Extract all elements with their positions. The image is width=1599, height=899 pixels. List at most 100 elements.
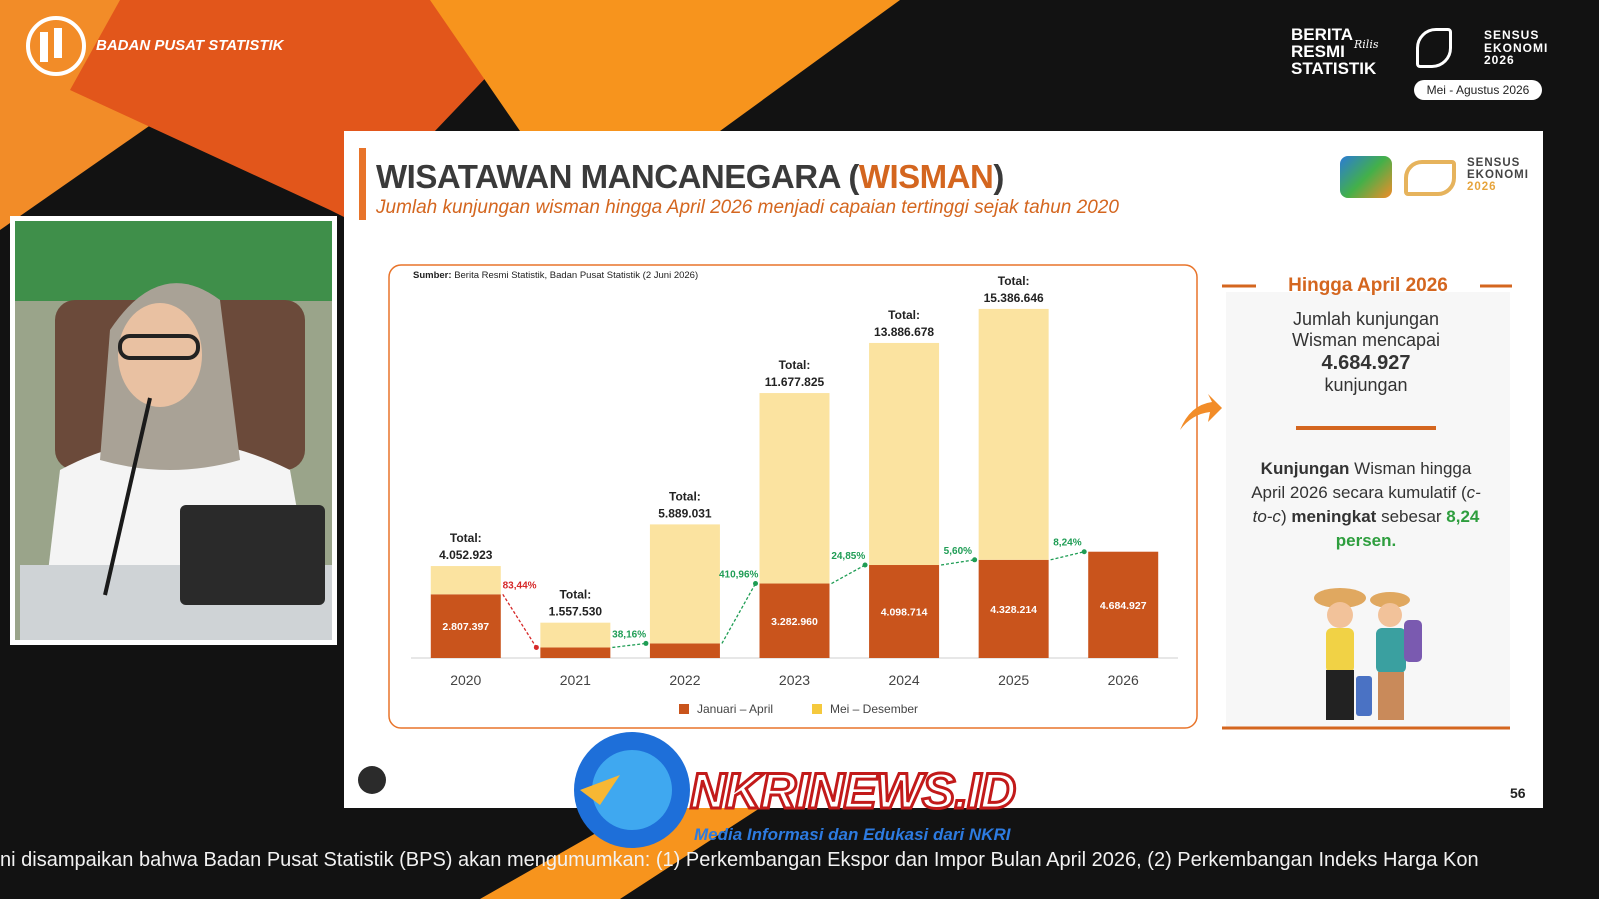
watermark-logo (574, 732, 690, 848)
growth-arrowhead (862, 562, 868, 568)
title-text: WISATAWAN MANCANEGARA ( (376, 158, 859, 195)
legend-label: Januari – April (697, 702, 773, 716)
source-text: Berita Resmi Statistik, Badan Pusat Stat… (454, 270, 699, 281)
growth-arrow (612, 642, 647, 649)
title-text: ) (993, 158, 1004, 195)
panel-summary: Jumlah kunjungan Wisman mencapai 4.684.9… (1226, 309, 1506, 396)
legend-label: Mei – Desember (830, 702, 918, 716)
org-name: BADAN PUSAT STATISTIK (96, 37, 284, 54)
growth-label: 83,44% (503, 580, 537, 591)
total-prefix: Total: (998, 274, 1030, 288)
bar-segment (649, 643, 720, 658)
bar-segment (759, 583, 830, 658)
source-label: Sumber: (413, 270, 452, 281)
panel-line: Jumlah kunjungan (1292, 309, 1440, 329)
value-label: 3.282.960 (771, 616, 818, 628)
growth-arrowhead (753, 581, 758, 587)
brs-word: BERITA (1291, 25, 1354, 44)
panel-run: Wisman hingga April 2026 secara kumulati… (1251, 459, 1472, 502)
legend-swatch (812, 704, 822, 714)
total-prefix: Total: (450, 531, 482, 545)
growth-label: 5,60% (944, 546, 972, 557)
bar-segment (1088, 551, 1159, 658)
watermark-name: NKRINEWS.ID (688, 762, 1017, 821)
travelers-illustration (1314, 588, 1422, 720)
sensus-word: EKONOMI (1484, 40, 1549, 55)
logo-word: 2026 (1467, 181, 1497, 193)
growth-arrow (940, 559, 975, 566)
arrow-icon (1180, 394, 1222, 430)
bar-segment (649, 524, 720, 644)
sensus-logo: SENSUS EKONOMI 2026 (1484, 29, 1548, 67)
camera-inset (10, 216, 337, 645)
edit-button[interactable] (358, 766, 386, 794)
brs-script: Rilis (1354, 38, 1379, 51)
bg-stripe (480, 808, 760, 899)
growth-arrowhead (643, 640, 649, 646)
total-label: 13.886.678 (874, 325, 934, 339)
bar-segment (540, 622, 611, 648)
bar-segment (978, 308, 1049, 560)
slide-subtitle: Jumlah kunjungan wisman hingga April 202… (376, 197, 1119, 218)
slide-sensus-text: SENSUS EKONOMI 2026 (1467, 157, 1529, 193)
panel-run: ) (1280, 507, 1292, 526)
title-highlight: WISMAN (858, 158, 994, 195)
legend-swatch (679, 704, 689, 714)
panel-run: sebesar (1376, 507, 1447, 526)
sensus-word: 2026 (1484, 53, 1515, 67)
panel-run: 8,24 persen. (1335, 507, 1480, 550)
sensus-word: SENSUS (1484, 28, 1540, 42)
total-prefix: Total: (669, 489, 701, 503)
page-number: 56 (1510, 785, 1526, 801)
bar-segment (430, 566, 501, 595)
bps-logo (26, 16, 86, 76)
bar-segment (540, 647, 611, 658)
slide-bps-logo (1340, 156, 1392, 198)
total-prefix: Total: (559, 588, 591, 602)
slide-sensus-mark (1404, 160, 1456, 196)
chart-frame (388, 264, 1198, 729)
bar-segment (869, 342, 940, 566)
growth-label: 410,96% (719, 570, 759, 581)
bar-segment (759, 393, 830, 584)
value-label: 4.328.214 (990, 604, 1037, 616)
growth-arrow (831, 564, 866, 585)
panel-title: Hingga April 2026 (1288, 275, 1448, 296)
chart-source: Sumber: Berita Resmi Statistik, Badan Pu… (413, 270, 698, 281)
panel-unit: kunjungan (1324, 375, 1408, 395)
total-prefix: Total: (779, 358, 811, 372)
growth-arrowhead (972, 557, 978, 563)
value-label: 4.098.714 (881, 607, 928, 619)
total-label: 11.677.825 (765, 375, 825, 389)
bg-stripe (430, 0, 900, 131)
brs-word: STATISTIK (1291, 59, 1377, 78)
panel-bg (1226, 292, 1510, 728)
growth-label: 8,24% (1053, 538, 1081, 549)
bar-segment (430, 594, 501, 658)
x-tick-label: 2022 (669, 672, 700, 688)
total-label: 5.889.031 (658, 506, 712, 520)
growth-label: 24,85% (831, 551, 865, 562)
bar-segment (978, 559, 1049, 658)
total-prefix: Total: (888, 308, 920, 322)
panel-run: Kunjungan (1260, 459, 1350, 478)
x-tick-label: 2021 (560, 672, 591, 688)
chart: 20202.807.397Total:4.052.9232021465.038T… (411, 274, 1178, 716)
slide-title: WISATAWAN MANCANEGARA (WISMAN) (376, 158, 1004, 196)
growth-label: 38,16% (612, 629, 646, 640)
period-pill: Mei - Agustus 2026 (1414, 80, 1542, 100)
x-tick-label: 2023 (779, 672, 810, 688)
x-tick-label: 2026 (1108, 672, 1139, 688)
panel-run: c-to-c (1252, 483, 1481, 526)
growth-arrow (502, 593, 537, 648)
bar-segment (869, 565, 940, 658)
news-ticker: ni disampaikan bahwa Badan Pusat Statist… (0, 849, 1479, 871)
panel-figure: 4.684.927 (1321, 352, 1411, 374)
title-bar (359, 148, 366, 220)
value-label: 2.807.397 (442, 621, 489, 633)
panel-detail: Kunjungan Wisman hingga April 2026 secar… (1246, 457, 1486, 553)
panel-run: meningkat (1291, 507, 1377, 526)
growth-arrow (721, 583, 757, 644)
brs-logo: BERITA RESMI STATISTIK (1291, 26, 1376, 77)
